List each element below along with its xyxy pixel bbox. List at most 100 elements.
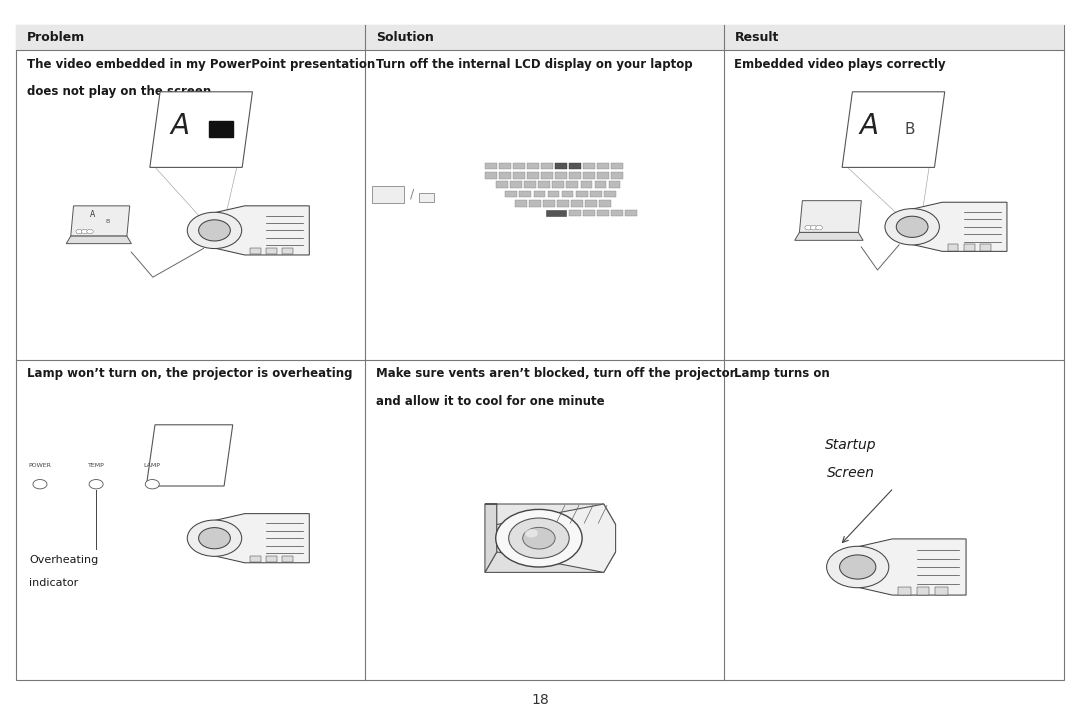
Bar <box>515 200 527 207</box>
Bar <box>555 172 567 179</box>
Circle shape <box>32 480 48 489</box>
Bar <box>581 181 592 188</box>
Bar <box>583 172 595 179</box>
Bar <box>569 172 581 179</box>
Polygon shape <box>202 206 309 255</box>
Polygon shape <box>71 206 130 236</box>
Bar <box>597 172 609 179</box>
Text: Embedded video plays correctly: Embedded video plays correctly <box>734 58 946 71</box>
Circle shape <box>509 518 569 559</box>
Text: A: A <box>90 210 95 219</box>
Polygon shape <box>147 425 233 486</box>
Bar <box>527 172 539 179</box>
Circle shape <box>826 546 889 588</box>
Bar <box>282 556 293 562</box>
Bar <box>917 588 929 595</box>
Text: Make sure vents aren’t blocked, turn off the projector: Make sure vents aren’t blocked, turn off… <box>376 367 735 380</box>
Bar <box>538 181 551 188</box>
Polygon shape <box>795 233 863 240</box>
Text: Turn off the internal LCD display on your laptop: Turn off the internal LCD display on you… <box>376 58 692 71</box>
Circle shape <box>187 212 242 248</box>
Circle shape <box>896 216 928 238</box>
Text: /: / <box>410 188 415 201</box>
Bar <box>541 163 553 169</box>
Bar <box>625 210 637 216</box>
Polygon shape <box>497 504 616 572</box>
Polygon shape <box>66 236 132 243</box>
Text: Lamp turns on: Lamp turns on <box>734 367 831 380</box>
Bar <box>576 191 588 197</box>
Text: B: B <box>905 122 915 137</box>
Bar <box>546 210 566 216</box>
Bar <box>963 245 974 251</box>
Bar <box>499 172 511 179</box>
Circle shape <box>885 209 940 245</box>
Bar <box>251 556 260 562</box>
Bar <box>266 248 276 254</box>
Bar <box>16 25 1064 50</box>
Bar <box>569 163 581 169</box>
Bar <box>611 163 623 169</box>
Circle shape <box>199 528 230 549</box>
Polygon shape <box>485 552 616 572</box>
Bar <box>525 181 537 188</box>
Bar <box>597 210 609 216</box>
Text: Result: Result <box>734 31 779 45</box>
Text: LAMP: LAMP <box>144 464 161 468</box>
Bar <box>529 200 541 207</box>
Polygon shape <box>842 91 945 167</box>
Bar <box>598 200 611 207</box>
Text: A: A <box>860 112 878 140</box>
Bar <box>497 181 509 188</box>
Polygon shape <box>485 504 497 572</box>
Text: A: A <box>171 112 189 140</box>
Bar <box>485 172 497 179</box>
Bar <box>210 121 233 137</box>
Bar <box>948 245 958 251</box>
Bar <box>566 181 579 188</box>
Bar <box>562 191 573 197</box>
Bar <box>505 191 517 197</box>
Bar <box>511 181 523 188</box>
Polygon shape <box>485 504 616 524</box>
Bar <box>597 163 609 169</box>
Bar <box>555 163 567 169</box>
Polygon shape <box>799 201 862 233</box>
Text: Screen: Screen <box>826 467 875 480</box>
Bar <box>590 191 602 197</box>
Bar <box>527 163 539 169</box>
Text: Lamp won’t turn on, the projector is overheating: Lamp won’t turn on, the projector is ove… <box>27 367 352 380</box>
Polygon shape <box>202 513 309 563</box>
Text: 18: 18 <box>531 693 549 707</box>
Bar <box>899 588 910 595</box>
Circle shape <box>199 220 230 241</box>
Circle shape <box>145 480 160 489</box>
Bar <box>585 200 597 207</box>
Text: Problem: Problem <box>27 31 85 45</box>
Bar <box>553 181 565 188</box>
Circle shape <box>81 230 87 234</box>
Circle shape <box>86 230 93 234</box>
Circle shape <box>805 225 812 230</box>
Text: indicator: indicator <box>29 577 79 588</box>
Bar <box>611 172 623 179</box>
Bar <box>583 210 595 216</box>
Bar <box>611 210 623 216</box>
Bar <box>583 163 595 169</box>
Text: TEMP: TEMP <box>87 464 105 468</box>
Bar <box>604 191 616 197</box>
Text: Overheating: Overheating <box>29 554 98 564</box>
Bar <box>282 248 293 254</box>
Text: B: B <box>106 220 109 224</box>
Bar <box>513 172 525 179</box>
Bar <box>534 191 545 197</box>
Bar <box>541 172 553 179</box>
Polygon shape <box>150 91 253 167</box>
Bar <box>980 245 990 251</box>
Text: and allow it to cool for one minute: and allow it to cool for one minute <box>376 395 605 408</box>
Circle shape <box>525 528 538 537</box>
Bar <box>543 200 555 207</box>
Polygon shape <box>372 186 404 203</box>
Bar <box>557 200 569 207</box>
Bar <box>513 163 525 169</box>
